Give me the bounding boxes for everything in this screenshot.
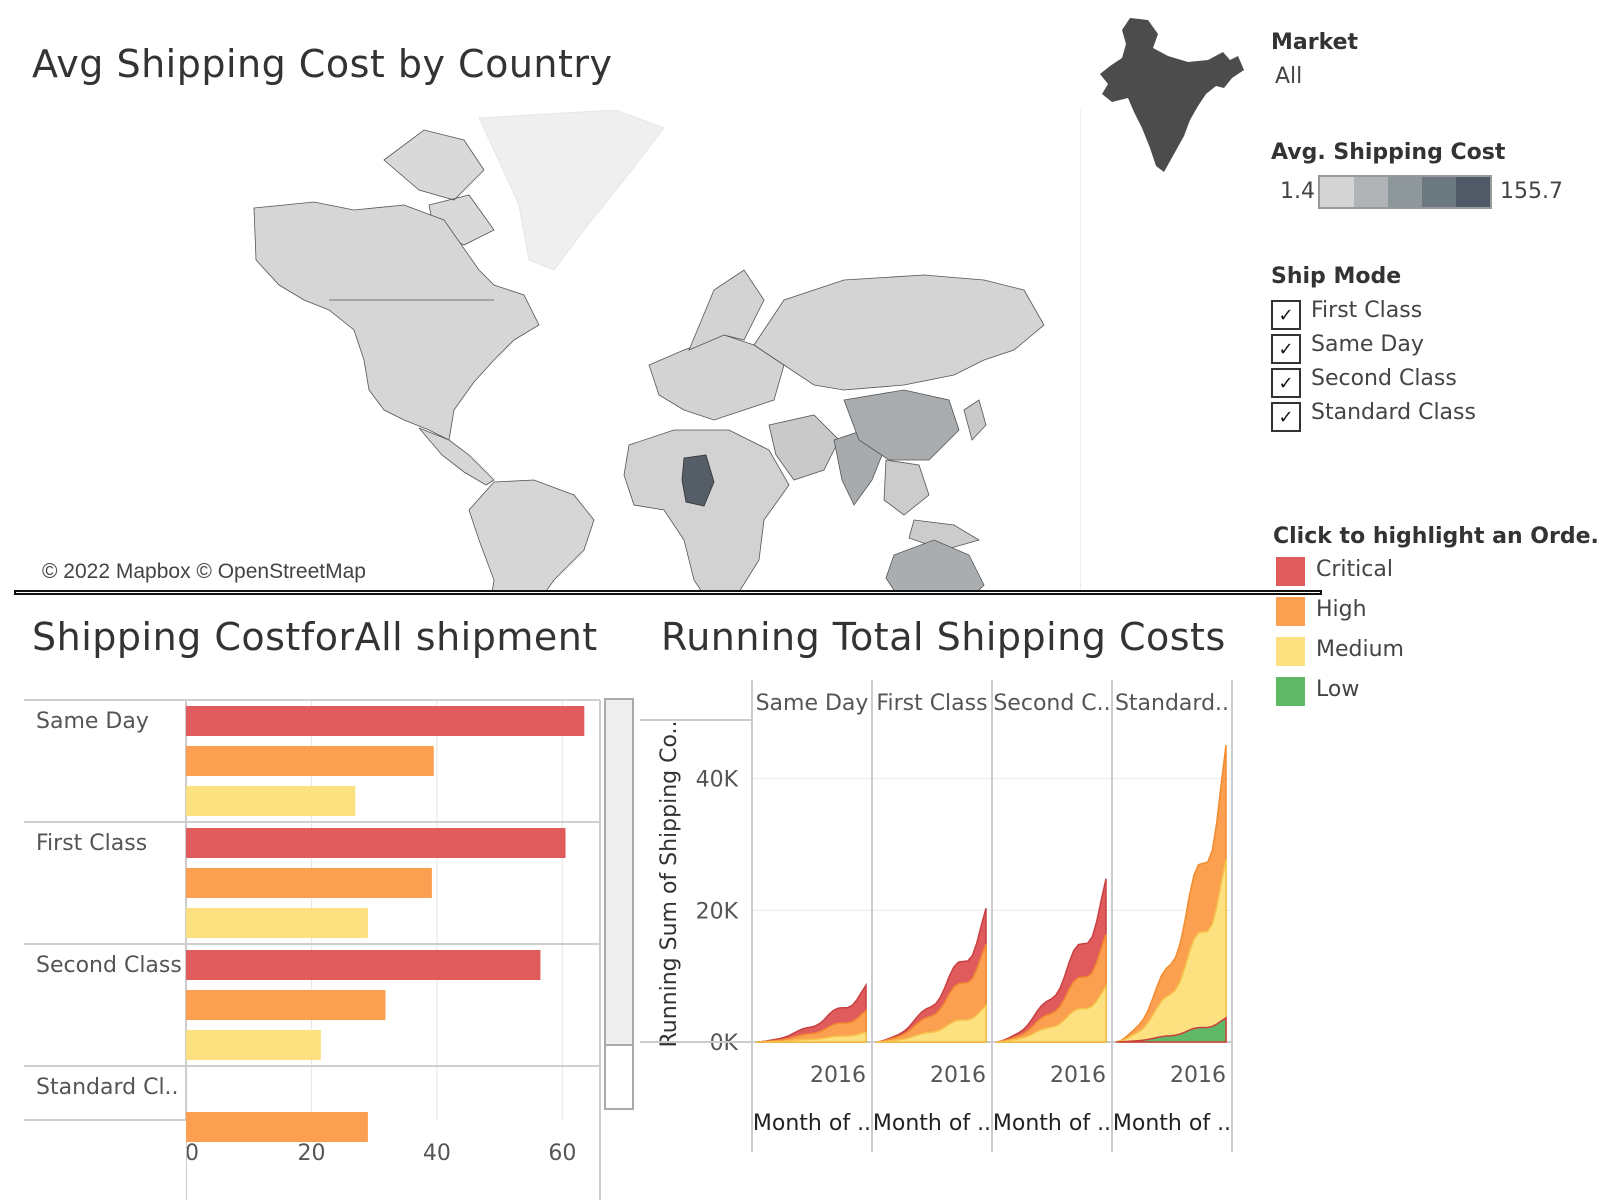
section-divider [14, 590, 1322, 595]
category-label: Same Day [36, 709, 149, 734]
area-high[interactable] [875, 943, 987, 1043]
area-chart-title: Running Total Shipping Costs [661, 615, 1226, 659]
x-tick-label: 2016 [810, 1063, 866, 1088]
x-tick-label: 20 [297, 1141, 325, 1166]
x-tick-label: 2016 [930, 1063, 986, 1088]
ship-mode-label[interactable]: First Class [1311, 298, 1423, 323]
area-chart[interactable]: 0K 20K 40K Running Sum of Shipping Co.. Same… [640, 680, 1280, 1200]
avg-cost-legend-max: 155.7 [1500, 179, 1563, 204]
market-filter-value[interactable]: All [1275, 64, 1303, 89]
panel-0[interactable] [755, 982, 867, 1043]
checkbox-checked-icon[interactable]: ✓ [1271, 300, 1301, 330]
avg-cost-legend-title: Avg. Shipping Cost [1271, 140, 1506, 165]
map-south-america[interactable] [468, 479, 595, 671]
priority-swatch-critical[interactable] [1276, 557, 1305, 586]
map-russia[interactable] [753, 274, 1045, 391]
x-axis-label: Month of .. [753, 1111, 871, 1136]
ship-mode-label[interactable]: Second Class [1311, 366, 1457, 391]
map-greenland[interactable] [478, 109, 665, 271]
map-se-asia[interactable] [883, 459, 980, 551]
bar-high[interactable] [186, 1112, 368, 1142]
checkbox-checked-icon[interactable]: ✓ [1271, 402, 1301, 432]
india-silhouette-icon [1100, 18, 1244, 172]
panel-header: Second C.. [993, 691, 1110, 716]
map-middle-east[interactable] [768, 414, 840, 481]
priority-swatch-medium[interactable] [1276, 637, 1305, 666]
y-tick-label: 20K [696, 899, 739, 924]
ramp-step-5 [1456, 177, 1490, 207]
world-map[interactable] [24, 109, 1081, 671]
y-axis-label: Running Sum of Shipping Co.. [657, 720, 682, 1047]
x-tick-label: 60 [548, 1141, 576, 1166]
area-medium[interactable] [875, 1003, 987, 1043]
bar-chart-title: Shipping CostforAll shipment [32, 615, 598, 659]
avg-cost-color-ramp [1318, 175, 1492, 209]
bar-high[interactable] [186, 990, 386, 1020]
area-medium[interactable] [756, 1031, 867, 1043]
x-axis-label: Month of .. [993, 1111, 1111, 1136]
x-axis-label: Month of .. [873, 1111, 991, 1136]
map-australia[interactable] [885, 539, 985, 611]
priority-label[interactable]: High [1316, 597, 1367, 622]
map-africa[interactable] [623, 429, 790, 611]
area-high[interactable] [755, 1009, 867, 1043]
y-tick-label: 40K [696, 768, 739, 793]
map-attribution[interactable]: © 2022 Mapbox © OpenStreetMap [38, 560, 370, 584]
avg-cost-legend-min: 1.4 [1280, 179, 1315, 204]
world-map-svg[interactable] [24, 109, 1080, 671]
bar-critical[interactable] [186, 706, 585, 736]
bar-high[interactable] [186, 746, 434, 776]
bar-clip-mask [20, 1120, 186, 1200]
map-title: Avg Shipping Cost by Country [32, 42, 613, 86]
market-filter-title: Market [1271, 30, 1359, 55]
x-axis-label: Month of .. [1113, 1111, 1231, 1136]
panel-1[interactable] [875, 908, 987, 1043]
priority-swatch-high[interactable] [1276, 597, 1305, 626]
ramp-step-1 [1320, 177, 1354, 207]
ramp-step-2 [1354, 177, 1388, 207]
bar-critical[interactable] [186, 950, 541, 980]
category-label: First Class [36, 831, 147, 856]
ship-mode-filter-title: Ship Mode [1271, 264, 1402, 289]
map-japan[interactable] [963, 399, 987, 441]
priority-legend-title: Click to highlight an Orde.. [1273, 524, 1600, 549]
map-central-america[interactable] [418, 427, 495, 486]
priority-swatch-low[interactable] [1276, 677, 1305, 706]
bar-medium[interactable] [186, 1030, 321, 1060]
panel-header: First Class [876, 691, 987, 716]
panel-3[interactable] [1115, 745, 1227, 1043]
category-label: Second Class [36, 953, 182, 978]
bar-high[interactable] [186, 868, 432, 898]
panel-header: Standard.. [1115, 691, 1229, 716]
ramp-step-3 [1388, 177, 1422, 207]
area-low[interactable] [1115, 1016, 1227, 1043]
panel-header: Same Day [756, 691, 869, 716]
area-medium[interactable] [1115, 859, 1227, 1043]
category-label: Standard Cl.. [36, 1075, 179, 1100]
y-tick-label: 0K [710, 1031, 739, 1056]
priority-label[interactable]: Critical [1316, 557, 1393, 582]
map-scandinavia[interactable] [688, 269, 765, 351]
panel-2[interactable] [995, 878, 1107, 1043]
x-tick-label: 2016 [1170, 1063, 1226, 1088]
priority-label[interactable]: Medium [1316, 637, 1404, 662]
ship-mode-label[interactable]: Standard Class [1311, 400, 1476, 425]
bar-chart[interactable]: 0 20 40 60 Same Day First Class Second Class St… [0, 680, 640, 1200]
map-north-america[interactable] [253, 201, 540, 441]
x-tick-label: 40 [423, 1141, 451, 1166]
area-medium[interactable] [995, 983, 1107, 1043]
ship-mode-label[interactable]: Same Day [1311, 332, 1424, 357]
bar-medium[interactable] [186, 908, 368, 938]
x-tick-label: 0 [185, 1141, 199, 1166]
ramp-step-4 [1422, 177, 1456, 207]
map-china[interactable] [843, 389, 960, 461]
priority-label[interactable]: Low [1316, 677, 1360, 702]
bar-chart-scroll-thumb[interactable] [606, 700, 632, 1046]
bar-medium[interactable] [186, 786, 356, 816]
checkbox-checked-icon[interactable]: ✓ [1271, 368, 1301, 398]
map-chad[interactable] [681, 454, 715, 507]
checkbox-checked-icon[interactable]: ✓ [1271, 334, 1301, 364]
x-tick-label: 2016 [1050, 1063, 1106, 1088]
bar-critical[interactable] [186, 828, 566, 858]
